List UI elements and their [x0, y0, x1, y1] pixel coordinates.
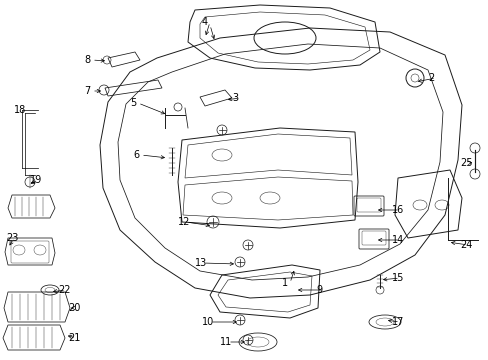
Text: 24: 24 — [459, 240, 471, 250]
Text: 3: 3 — [231, 93, 238, 103]
Text: 20: 20 — [68, 303, 80, 313]
Text: 25: 25 — [459, 158, 471, 168]
Text: 8: 8 — [84, 55, 90, 65]
Text: 14: 14 — [391, 235, 404, 245]
Text: 4: 4 — [202, 17, 208, 27]
Text: 5: 5 — [130, 98, 136, 108]
Text: 16: 16 — [391, 205, 404, 215]
Text: 23: 23 — [6, 233, 19, 243]
Text: 6: 6 — [133, 150, 139, 160]
Text: 17: 17 — [391, 317, 404, 327]
Text: 9: 9 — [315, 285, 322, 295]
Text: 21: 21 — [68, 333, 80, 343]
Text: 2: 2 — [427, 73, 433, 83]
Text: 18: 18 — [14, 105, 26, 115]
Text: 19: 19 — [30, 175, 42, 185]
Text: 7: 7 — [84, 86, 90, 96]
Text: 11: 11 — [220, 337, 232, 347]
Text: 22: 22 — [58, 285, 70, 295]
Text: 12: 12 — [178, 217, 190, 227]
Text: 1: 1 — [282, 278, 287, 288]
Text: 13: 13 — [195, 258, 207, 268]
Text: 15: 15 — [391, 273, 404, 283]
Text: 10: 10 — [202, 317, 214, 327]
